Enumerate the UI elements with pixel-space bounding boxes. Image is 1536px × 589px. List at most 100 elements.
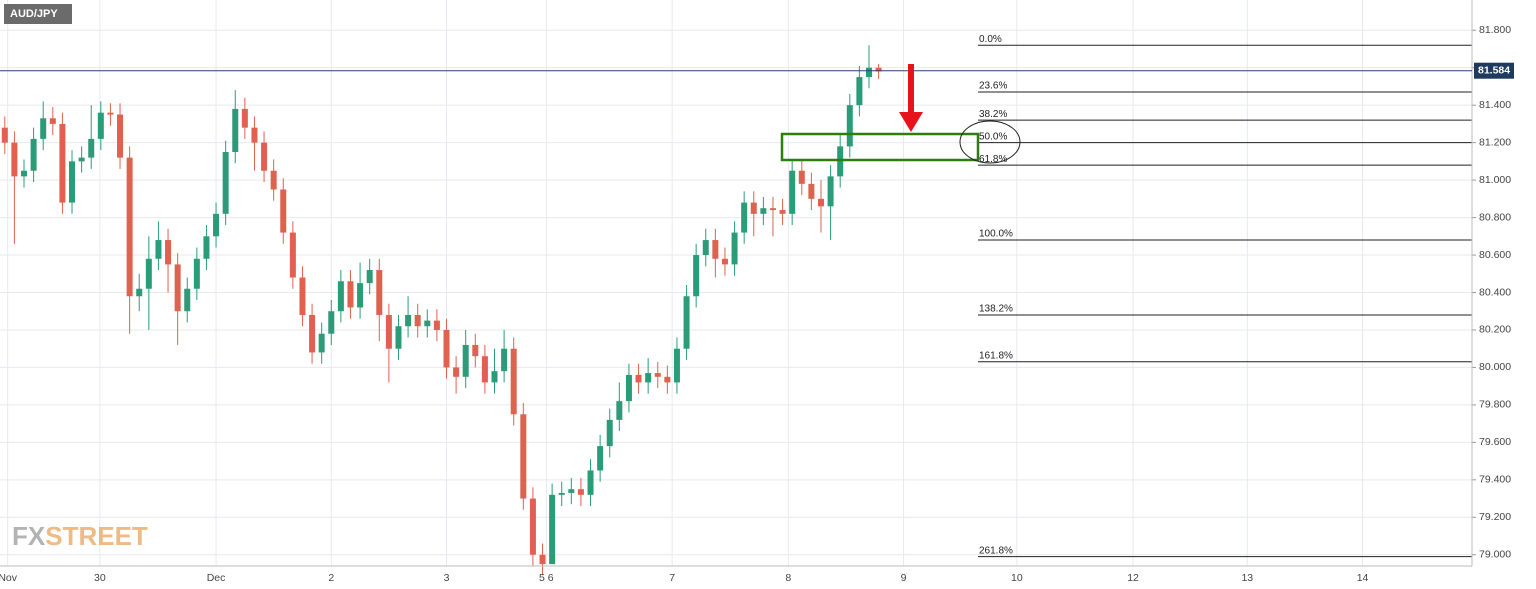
fib-label: 38.2% [979, 109, 1007, 120]
candle-body [846, 105, 853, 147]
y-tick-label: 80.000 [1479, 361, 1511, 373]
y-tick-label: 79.600 [1479, 436, 1511, 448]
candle-body [78, 157, 85, 162]
grid [0, 0, 1472, 566]
watermark-fx: FX [12, 521, 46, 551]
y-tick-label: 81.800 [1479, 24, 1511, 36]
candle-body [472, 344, 479, 357]
candle-body [779, 210, 786, 214]
last-price-label: 81.584 [1478, 64, 1510, 76]
candle-body [309, 314, 316, 353]
candle-body [702, 240, 709, 256]
candle-body [606, 419, 613, 447]
fib-label: 23.6% [979, 81, 1007, 92]
candle-body [145, 258, 152, 289]
candle-body [165, 240, 172, 265]
candle-body [453, 367, 460, 377]
candle-body [117, 114, 124, 158]
candle-body [865, 67, 872, 78]
candle-body [558, 492, 565, 495]
y-tick-label: 79.800 [1479, 399, 1511, 411]
candle-body [443, 329, 450, 368]
candle-body [741, 202, 748, 233]
candle-body [395, 326, 402, 349]
candle-body [731, 232, 738, 265]
candle-body [232, 108, 239, 153]
x-tick-label: 3 [444, 572, 450, 584]
axes: 81.80081.60081.40081.20081.00080.80080.6… [0, 0, 1514, 584]
candle-body [289, 232, 296, 278]
highlight-ellipse [959, 120, 1021, 164]
candle-body [693, 255, 700, 297]
candle-body [827, 176, 834, 207]
candle-body [299, 277, 306, 315]
y-tick-label: 80.800 [1479, 211, 1511, 223]
candle-body [97, 112, 104, 139]
candle-body [270, 170, 277, 190]
fib-label: 0.0% [979, 34, 1002, 45]
candle-body [549, 494, 556, 565]
y-tick-label: 80.400 [1479, 286, 1511, 298]
candle-body [654, 373, 661, 377]
fib-label: 161.8% [979, 350, 1013, 361]
candle-body [30, 138, 37, 171]
candle-body [328, 311, 335, 334]
candle-body [366, 270, 373, 284]
candle-body [587, 470, 594, 495]
candle-body [616, 401, 623, 420]
candle-body [577, 489, 584, 495]
candle-body [760, 208, 767, 214]
x-tick-label: 14 [1357, 572, 1369, 584]
x-tick-label: 7 [669, 572, 675, 584]
candle-body [88, 138, 95, 158]
x-tick-label: 10 [1011, 572, 1023, 584]
candle-body [539, 554, 546, 565]
watermark: FXSTREET [12, 521, 148, 551]
zone-box [780, 132, 980, 162]
candle-body [433, 320, 440, 330]
title-box [4, 4, 72, 24]
candle-body [501, 348, 508, 372]
candle-body [808, 183, 815, 199]
candle-body [414, 314, 421, 327]
candle-body [126, 157, 133, 297]
candle-body [750, 202, 757, 214]
candle-body [376, 270, 383, 315]
candle-body [203, 236, 210, 259]
candle-body [491, 371, 498, 383]
candle-body [520, 414, 527, 499]
arrow-head [899, 112, 923, 132]
candle-body [683, 296, 690, 349]
y-tick-label: 81.000 [1479, 174, 1511, 186]
candle-body [712, 240, 719, 259]
candle-body [597, 446, 604, 471]
candle-body [635, 374, 642, 383]
candle-body [155, 240, 162, 259]
y-tick-label: 80.600 [1479, 249, 1511, 261]
candle-body [721, 258, 728, 265]
candle-body [213, 213, 220, 237]
candle-body [59, 123, 66, 203]
candle-body [40, 118, 47, 139]
candle-body [280, 189, 287, 233]
candle-body [241, 108, 248, 128]
candle-body [251, 127, 258, 143]
y-tick-label: 81.400 [1479, 99, 1511, 111]
candle-body [136, 288, 143, 297]
y-tick-label: 81.200 [1479, 136, 1511, 148]
x-tick-label: 9 [901, 572, 907, 584]
candle-body [625, 374, 632, 402]
candles [1, 45, 882, 576]
candle-body [11, 142, 18, 177]
x-tick-label: 13 [1241, 572, 1253, 584]
candle-body [347, 281, 354, 308]
candle-body [385, 314, 392, 349]
watermark-street: STREET [45, 521, 148, 551]
candle-body [107, 112, 114, 115]
candle-body [645, 373, 652, 383]
candle-body [673, 348, 680, 383]
candle-body [769, 208, 776, 211]
y-tick-label: 79.000 [1479, 549, 1511, 561]
y-tick-label: 79.200 [1479, 511, 1511, 523]
